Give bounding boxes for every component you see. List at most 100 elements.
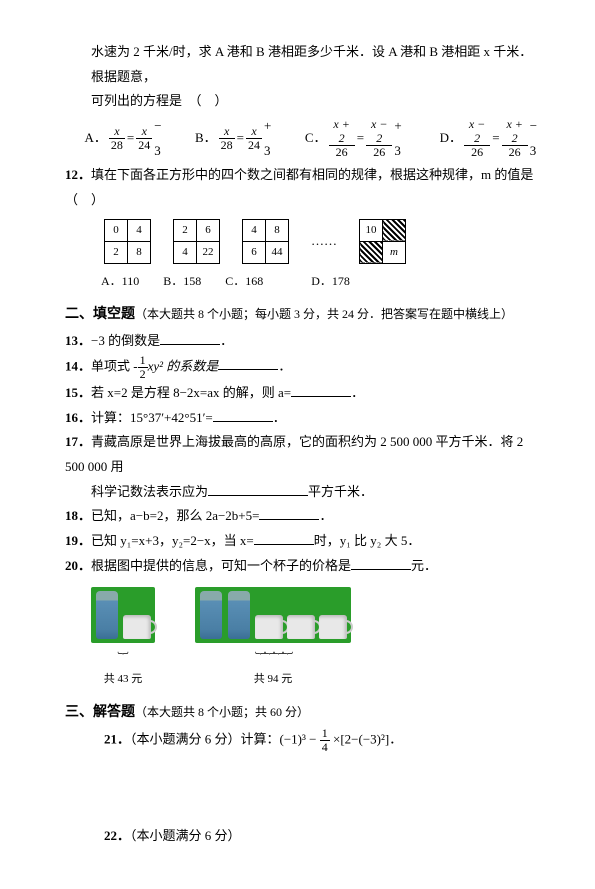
q19: 19．已知 y₁=x+3，y₂=2−x，当 x= 时，y₁ 比 y₂ 大 5． xyxy=(65,529,545,554)
g3-b: 8 xyxy=(266,219,289,241)
q20-pictures: ︸ 共 43 元 ︸︸︸︸ 共 94 元 xyxy=(65,587,545,691)
q15-text: 若 x=2 是方程 8−2x=ax 的解，则 a= xyxy=(91,385,291,400)
q13-num: 13． xyxy=(65,333,91,348)
pic-group-1: ︸ 共 43 元 xyxy=(91,587,155,691)
q16: 16．计算：15°37′+42°51′=． xyxy=(65,406,545,431)
section-3: 三、解答题（本大题共 8 个小题；共 60 分） xyxy=(65,700,545,727)
g1-b: 4 xyxy=(128,219,151,241)
q14-fnum: 1 xyxy=(138,354,148,368)
sec3-title: 三、解答题 xyxy=(65,705,135,720)
q11-a-lhs-num: x xyxy=(109,125,125,139)
g2-b: 6 xyxy=(197,219,220,241)
q15: 15．若 x=2 是方程 8−2x=ax 的解，则 a= ． xyxy=(65,381,545,406)
q11-c-lhs-den: 26 xyxy=(329,146,355,159)
q17-num: 17． xyxy=(65,434,91,449)
q11-b-lhs-num: x xyxy=(219,125,235,139)
q17-line2: 科学记数法表示应为平方千米． xyxy=(65,480,545,505)
q11-c-lhs-num: x + 2 xyxy=(329,118,355,145)
q16-num: 16． xyxy=(65,410,91,425)
q19-b: 时，y₁ 比 y₂ 大 5． xyxy=(314,533,421,548)
q18: 18．已知，a−b=2，那么 2a−2b+5=． xyxy=(65,504,545,529)
q21-a: （本小题满分 6 分）计算：(−1)³ − xyxy=(130,731,320,746)
q13-a: −3 的倒数是 xyxy=(91,333,160,348)
q16-text: 计算：15°37′+42°51′= xyxy=(91,410,213,425)
q16-blank xyxy=(213,408,273,422)
q14-blank xyxy=(218,356,278,370)
q11-opt-b: B． x28 = x24 + 3 xyxy=(195,114,275,163)
q18-tail: ． xyxy=(319,508,332,523)
q19-blank xyxy=(254,531,314,545)
q17: 17．青藏高原是世界上海拔最高的高原，它的面积约为 2 500 000 平方千米… xyxy=(65,430,545,479)
q14-b: xy² 的系数是 xyxy=(148,358,219,373)
g4-d: m xyxy=(383,241,406,263)
q11-a-lhs-den: 28 xyxy=(109,139,125,152)
q14-c: ． xyxy=(278,358,291,373)
q14: 14．单项式 -12xy² 的系数是． xyxy=(65,354,545,381)
q22-num: 22． xyxy=(104,828,130,843)
q21-b: ×[2−(−3)²]． xyxy=(330,731,402,746)
q12-num: 12． xyxy=(65,167,91,182)
q11-opt-a: A． x28 = x24 − 3 xyxy=(85,114,166,163)
q15-num: 15． xyxy=(65,385,91,400)
q11-a-rhs-den: 24 xyxy=(136,139,152,152)
q12-grids: 0428 26422 48644 …… 10m xyxy=(65,219,545,264)
g4-c xyxy=(360,241,383,263)
pic1-brace: ︸ xyxy=(91,648,155,669)
grid-1: 0428 xyxy=(104,219,151,264)
grid-4: 10m xyxy=(359,219,406,264)
grid-2: 26422 xyxy=(173,219,220,264)
q11-d-lhs-num: x − 2 xyxy=(464,118,490,145)
g4-b xyxy=(383,219,406,241)
cup-icon xyxy=(255,615,283,639)
q14-fden: 2 xyxy=(138,368,148,381)
pic2-brace: ︸︸︸︸ xyxy=(195,648,351,669)
q21-workspace xyxy=(65,754,545,824)
q12-options: A．110 B．158 C．168 D．178 xyxy=(65,270,545,293)
q11-options: A． x28 = x24 − 3 B． x28 = x24 + 3 C． x +… xyxy=(65,114,545,163)
q22-text: （本小题满分 6 分） xyxy=(130,828,241,843)
q11-a-rhs-num: x xyxy=(136,125,152,139)
q18-num: 18． xyxy=(65,508,91,523)
q17-b: 科学记数法表示应为 xyxy=(91,484,208,499)
g4-a: 10 xyxy=(360,219,383,241)
q17-a: 青藏高原是世界上海拔最高的高原，它的面积约为 2 500 000 平方千米．将 … xyxy=(65,434,523,474)
cup-icon xyxy=(123,615,151,639)
g1-c: 2 xyxy=(105,241,128,263)
q19-num: 19． xyxy=(65,533,91,548)
q11-opt-c: C． x + 226 = x − 226 + 3 xyxy=(305,114,410,163)
g2-a: 2 xyxy=(174,219,197,241)
q21-num: 21． xyxy=(104,731,130,746)
q20-a: 根据图中提供的信息，可知一个杯子的价格是 xyxy=(91,558,351,573)
pic1-label: 共 43 元 xyxy=(91,669,155,690)
sec2-title: 二、填空题 xyxy=(65,307,135,322)
q11-d-lhs-den: 26 xyxy=(464,146,490,159)
q17-blank xyxy=(208,482,308,496)
page: 水速为 2 千米/时，求 A 港和 B 港相距多少千米．设 A 港和 B 港相距… xyxy=(0,0,595,889)
g3-a: 4 xyxy=(243,219,266,241)
pic1-bg xyxy=(91,587,155,643)
cup-icon xyxy=(287,615,315,639)
thermos-icon xyxy=(228,591,250,639)
grid-dots: …… xyxy=(311,229,337,254)
pic-group-2: ︸︸︸︸ 共 94 元 xyxy=(195,587,351,691)
q18-blank xyxy=(259,506,319,520)
cup-icon xyxy=(319,615,347,639)
q11-a-tail: − 3 xyxy=(154,114,165,163)
q13: 13．−3 的倒数是． xyxy=(65,329,545,354)
g3-c: 6 xyxy=(243,241,266,263)
q21-fnum: 1 xyxy=(320,727,330,741)
q11-b-lhs-den: 28 xyxy=(219,139,235,152)
q15-tail: ． xyxy=(351,385,364,400)
g2-c: 4 xyxy=(174,241,197,263)
q19-a: 已知 y₁=x+3，y₂=2−x，当 x= xyxy=(91,533,254,548)
q13-blank xyxy=(160,331,220,345)
q21: 21．（本小题满分 6 分）计算：(−1)³ − 14 ×[2−(−3)²]． xyxy=(65,727,545,754)
q11-stem-line1: 水速为 2 千米/时，求 A 港和 B 港相距多少千米．设 A 港和 B 港相距… xyxy=(65,40,545,89)
q12: 12．填在下面各正方形中的四个数之间都有相同的规律，根据这种规律，m 的值是（ … xyxy=(65,163,545,212)
q11-d-rhs-num: x + 2 xyxy=(502,118,528,145)
q11-c-rhs-num: x − 2 xyxy=(366,118,392,145)
q11-b-tail: + 3 xyxy=(264,114,275,163)
q11-d-rhs-den: 26 xyxy=(502,146,528,159)
q15-blank xyxy=(291,383,351,397)
grid-3: 48644 xyxy=(242,219,289,264)
